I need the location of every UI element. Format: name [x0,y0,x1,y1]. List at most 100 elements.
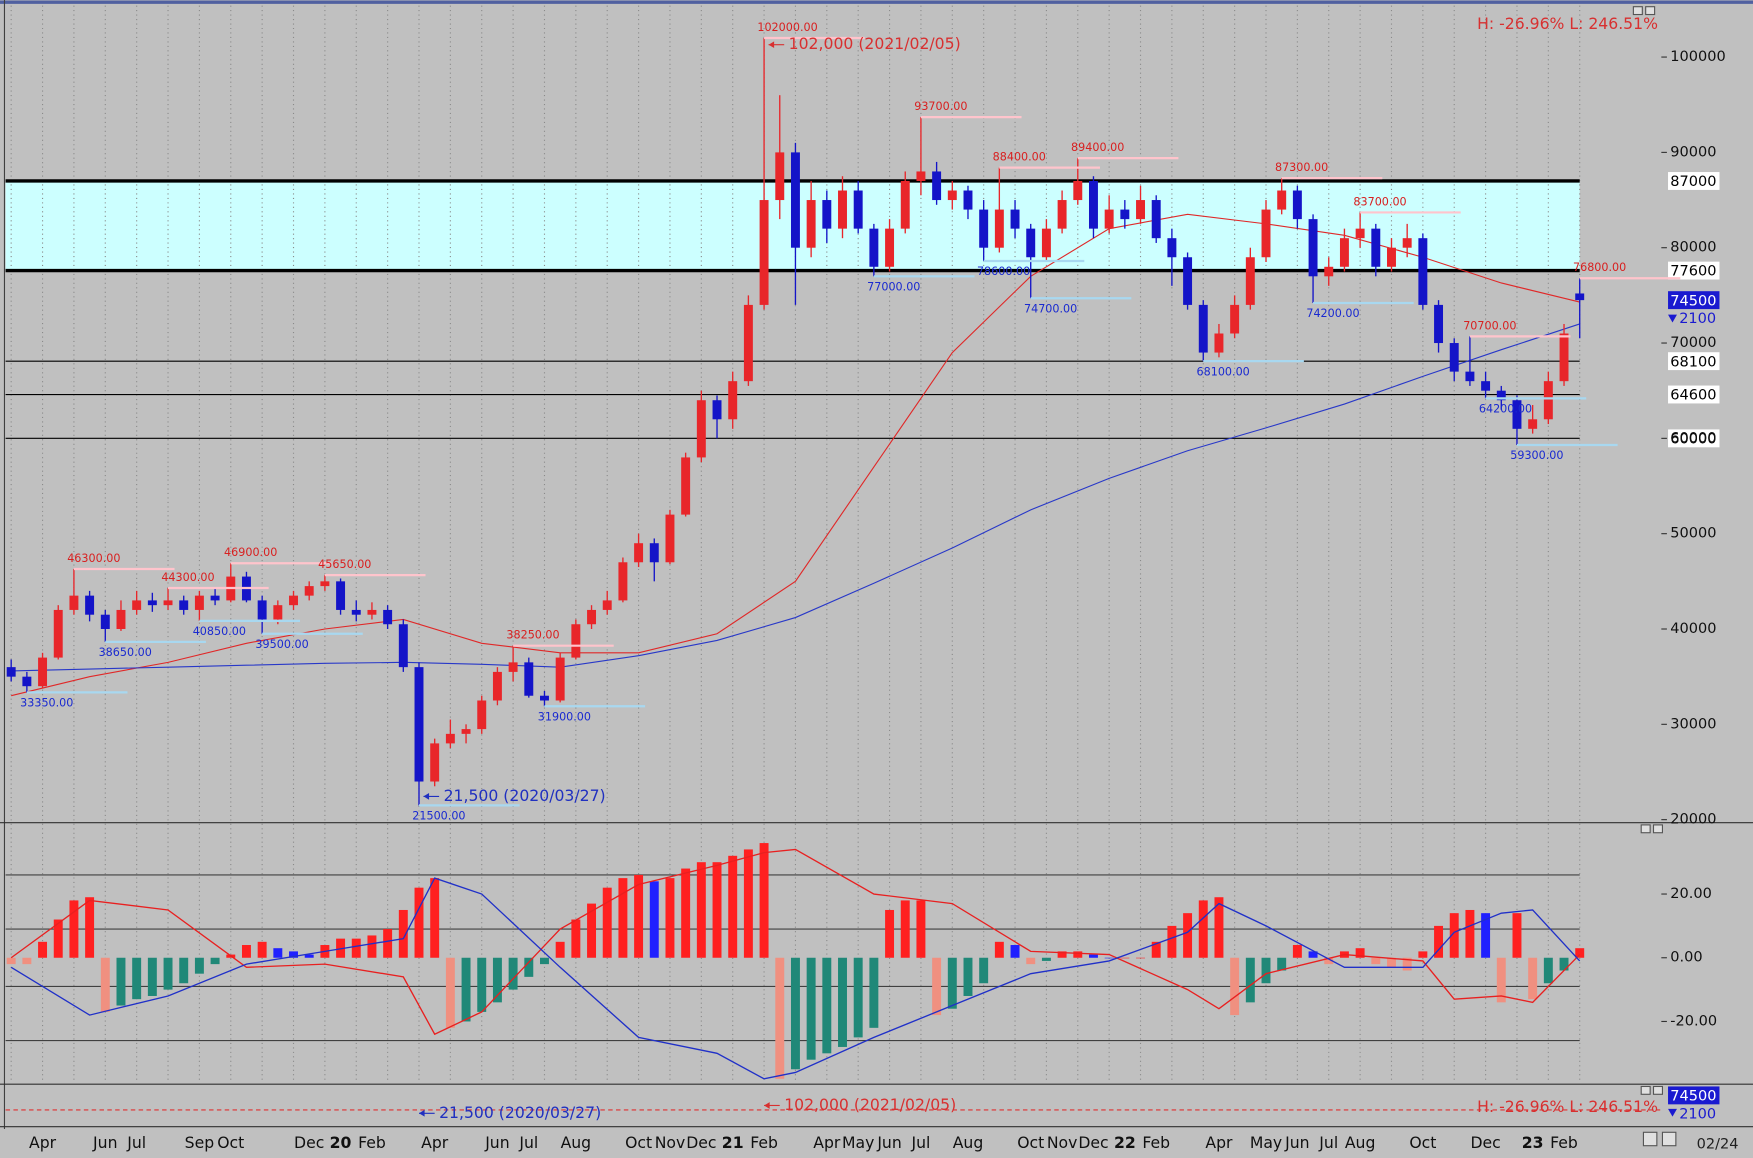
macd-bar [1041,957,1051,961]
icon[interactable] [1652,1085,1664,1095]
x-tick-label: Apr [421,1133,449,1152]
annotation-label: 46300.00 [67,552,120,565]
candle-body [1387,247,1396,267]
x-tick-label: Jun [92,1133,117,1152]
x-tick-label: May [842,1133,874,1152]
macd-bar [806,957,816,1060]
candle-body [116,609,126,630]
candle-body [1198,304,1208,353]
moving-average [11,213,1580,697]
level-label-box [1668,172,1720,190]
candle-body [289,595,298,606]
macd-bar [351,938,361,958]
candle-body [38,657,48,687]
macd-bar [869,957,879,1028]
y-tick-label: 60000 [1670,430,1716,446]
macd-bar [1198,900,1208,958]
macd-bar [1167,925,1177,958]
icon[interactable] [1645,6,1656,16]
macd-bar [1575,948,1585,958]
candle-body [1449,343,1459,372]
y-tick-label: -20.00 [1670,1013,1717,1029]
candle-body [979,209,989,248]
x-tick-label: Aug [1345,1133,1376,1152]
x-tick-label: Feb [1142,1133,1170,1152]
extreme-label: 102,000 (2021/02/05) [784,1095,956,1114]
macd-bar [1104,957,1114,959]
candle-body [1073,180,1083,201]
macd-bar [1449,913,1459,958]
panel-icons [1632,6,1677,1147]
macd-bar [963,957,973,996]
x-tick-label: Dec [1078,1133,1108,1152]
macd-bar [1387,957,1396,968]
candle-body [1371,228,1381,267]
candle-body [85,595,95,615]
macd-bar [1230,957,1240,1016]
macd-bar [1512,913,1522,958]
candle-body [1481,381,1491,391]
level-label: 64600 [1670,388,1716,404]
x-tick-label: Aug [561,1133,592,1152]
extreme-label: 21,500 (2020/03/27) [444,786,606,805]
annotation-label: 78600.00 [977,265,1030,278]
candle-body [351,609,361,615]
macd-bar [1277,957,1287,971]
icon[interactable] [1632,6,1643,16]
y-tick-label: 80000 [1670,240,1716,256]
macd-bar [900,900,910,958]
candle-body [1418,238,1428,305]
macd-bar [1543,957,1553,984]
y-tick-label: 100000 [1670,49,1725,65]
icon[interactable] [1640,824,1651,834]
candle-body [1402,238,1412,248]
candle-body [1245,257,1255,305]
macd-bar [1418,951,1428,958]
change-arrow [1668,1108,1677,1117]
hl-text: H: -26.96% L: 246.51% [1477,14,1658,33]
candle-body [1261,209,1271,258]
y-tick-label: 40000 [1670,621,1716,637]
x-tick-label: 20 [330,1133,352,1152]
macd-bar [1481,913,1491,958]
x-tick-label: Jun [876,1133,901,1152]
macd-bar [1010,945,1020,958]
icon[interactable] [1661,1131,1677,1147]
candle-body [1151,200,1161,239]
candle-body [900,180,910,229]
candle-body [1120,209,1130,220]
macd-bar [147,957,157,996]
annotation-label: 89400.00 [1071,141,1124,154]
macd-bar [116,957,126,1006]
candle-body [1136,200,1145,220]
macd-bar [649,881,659,958]
annotation-label: 38650.00 [99,646,152,659]
annotation-label: 59300.00 [1510,449,1563,462]
annotation-label: 87300.00 [1275,161,1328,174]
candle-body [1230,304,1240,334]
macd-bar [1073,951,1083,958]
annotation-label: 40850.00 [193,625,246,638]
last-price-box [1668,291,1720,310]
candle-body [1277,190,1287,210]
x-tick-label: 23 [1522,1133,1544,1152]
icon[interactable] [1652,824,1664,834]
candle-body [430,743,440,782]
macd-bar [445,957,455,1028]
macd-bar [932,957,942,1016]
candle-body [1559,333,1569,382]
candle-body [743,304,753,382]
icon[interactable] [1640,1085,1651,1095]
annotation-label: 38250.00 [506,629,559,642]
macd-bar [398,909,408,958]
candle-body [1324,266,1334,277]
candle-body [53,609,63,658]
y-tick-label: 70000 [1670,335,1716,351]
candle-body [916,171,926,181]
candle-body [336,581,346,610]
x-tick-label: Nov [655,1133,686,1152]
x-tick-label: Jul [1318,1133,1338,1152]
macd-bar [461,957,471,1022]
icon[interactable] [1642,1131,1658,1147]
